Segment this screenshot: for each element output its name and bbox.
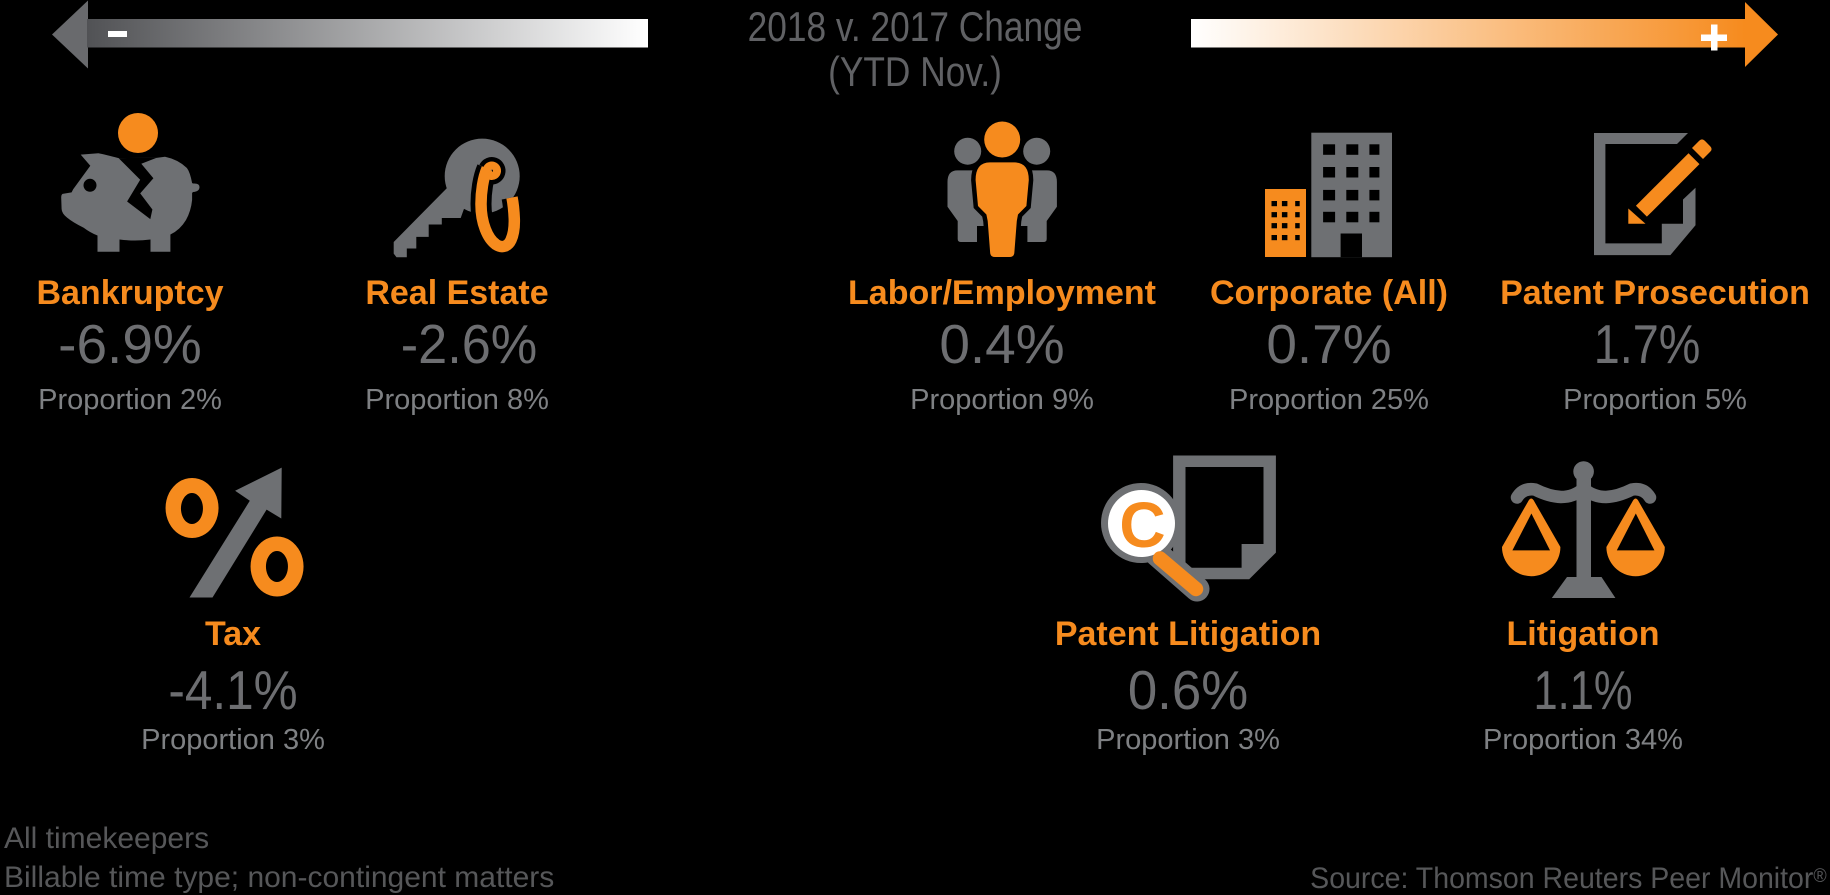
svg-text:C: C	[1119, 489, 1165, 561]
